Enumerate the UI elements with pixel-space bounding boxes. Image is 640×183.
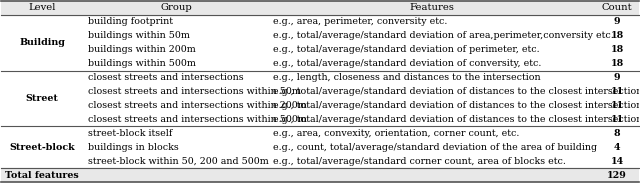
Text: buildings within 200m: buildings within 200m (88, 45, 196, 54)
Text: Level: Level (29, 3, 56, 12)
Text: Street-block: Street-block (10, 143, 75, 152)
Bar (1, 1, 639, 15)
Text: Features: Features (410, 3, 454, 12)
Text: Building: Building (19, 38, 65, 47)
Text: Group: Group (161, 3, 192, 12)
Text: 8: 8 (614, 129, 620, 138)
Text: e.g., total/average/standard deviation of conversity, etc.: e.g., total/average/standard deviation o… (273, 59, 541, 68)
Text: buildings within 500m: buildings within 500m (88, 59, 196, 68)
Text: 129: 129 (607, 171, 627, 180)
Text: building footprint: building footprint (88, 17, 173, 26)
Text: e.g., area, perimeter, conversity etc.: e.g., area, perimeter, conversity etc. (273, 17, 448, 26)
Text: closest streets and intersections: closest streets and intersections (88, 73, 244, 82)
Text: e.g., total/average/standard deviation of perimeter, etc.: e.g., total/average/standard deviation o… (273, 45, 540, 54)
Text: e.g., total/average/standard corner count, area of blocks etc.: e.g., total/average/standard corner coun… (273, 157, 566, 166)
Text: buildings within 50m: buildings within 50m (88, 31, 190, 40)
Text: 11: 11 (611, 101, 623, 110)
Text: 14: 14 (611, 157, 623, 166)
Text: e.g., length, closeness and distances to the intersection: e.g., length, closeness and distances to… (273, 73, 541, 82)
Text: closest streets and intersections within 500m: closest streets and intersections within… (88, 115, 307, 124)
Text: Count: Count (602, 3, 632, 12)
Text: e.g., total/average/standard deviation of area,perimeter,conversity etc.: e.g., total/average/standard deviation o… (273, 31, 614, 40)
Text: e.g., area, convexity, orientation, corner count, etc.: e.g., area, convexity, orientation, corn… (273, 129, 520, 138)
Text: 9: 9 (614, 73, 620, 82)
Text: 18: 18 (611, 45, 623, 54)
Text: e.g., total/average/standard deviation of distances to the closest intersection: e.g., total/average/standard deviation o… (273, 115, 640, 124)
Text: closest streets and intersections within 50m: closest streets and intersections within… (88, 87, 301, 96)
Text: street-block within 50, 200 and 500m: street-block within 50, 200 and 500m (88, 157, 269, 166)
Text: 9: 9 (614, 17, 620, 26)
Text: e.g., total/average/standard deviation of distances to the closest intersection: e.g., total/average/standard deviation o… (273, 101, 640, 110)
Text: 11: 11 (611, 115, 623, 124)
Text: buildings in blocks: buildings in blocks (88, 143, 179, 152)
Text: street-block itself: street-block itself (88, 129, 173, 138)
Text: e.g., total/average/standard deviation of distances to the closest intersection: e.g., total/average/standard deviation o… (273, 87, 640, 96)
Text: 4: 4 (614, 143, 620, 152)
Text: 11: 11 (611, 87, 623, 96)
Text: Total features: Total features (5, 171, 79, 180)
Text: Street: Street (26, 94, 59, 103)
Text: closest streets and intersections within 200m: closest streets and intersections within… (88, 101, 307, 110)
Text: 18: 18 (611, 31, 623, 40)
Text: e.g., count, total/average/standard deviation of the area of building: e.g., count, total/average/standard devi… (273, 143, 598, 152)
Text: 18: 18 (611, 59, 623, 68)
Bar (1, 168, 639, 182)
